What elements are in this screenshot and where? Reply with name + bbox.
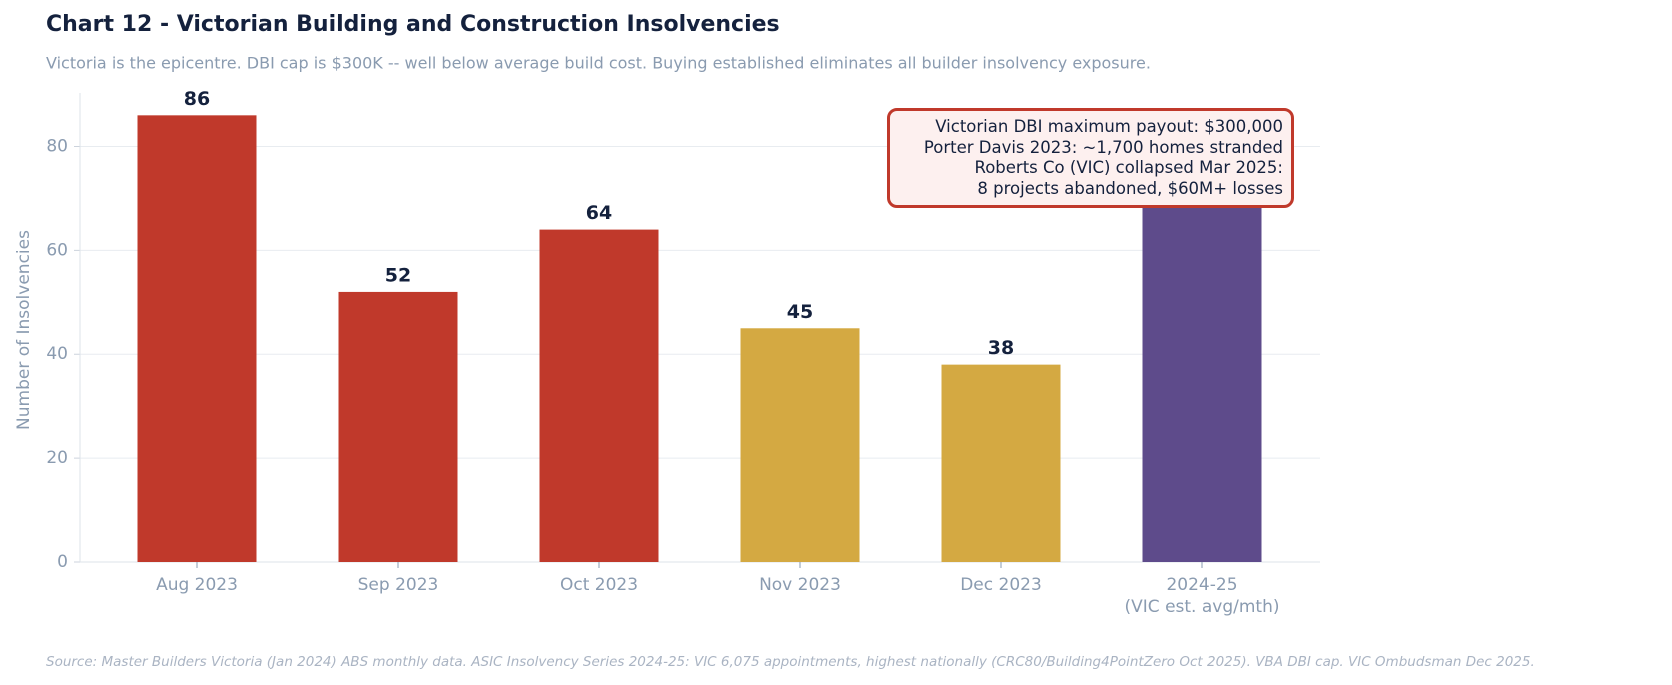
source: Source: Master Builders Victoria (Jan 20…	[46, 654, 1535, 670]
x-tick-label: Aug 2023	[156, 575, 238, 595]
x-tick-label: Nov 2023	[759, 575, 841, 595]
bar	[137, 115, 257, 562]
annotation-box: Victorian DBI maximum payout: $300,000 P…	[887, 108, 1294, 208]
bar	[1142, 146, 1262, 562]
y-tick-label: 80	[46, 136, 68, 156]
bar	[740, 328, 860, 562]
x-tick-label: 2024-25 (VIC est. avg/mth)	[1124, 575, 1280, 617]
bar	[941, 364, 1061, 562]
y-axis-label: Number of Insolvencies	[14, 230, 34, 430]
value-label: 38	[988, 337, 1014, 359]
x-tick-label: Oct 2023	[559, 575, 639, 595]
y-tick-label: 0	[57, 552, 68, 572]
value-label: 52	[385, 264, 411, 286]
value-label: 86	[184, 88, 210, 110]
subtitle: Victoria is the epicentre. DBI cap is $3…	[46, 54, 1151, 73]
value-label: 45	[787, 301, 813, 323]
x-tick-label: Sep 2023	[357, 575, 439, 595]
bar	[338, 291, 458, 562]
bar	[539, 229, 659, 562]
value-label: 64	[586, 202, 612, 224]
y-tick-label: 40	[46, 344, 68, 364]
y-tick-label: 60	[46, 240, 68, 260]
chart-title: Chart 12 - Victorian Building and Constr…	[46, 12, 780, 37]
x-tick-label: Dec 2023	[960, 575, 1042, 595]
y-tick-label: 20	[46, 448, 68, 468]
